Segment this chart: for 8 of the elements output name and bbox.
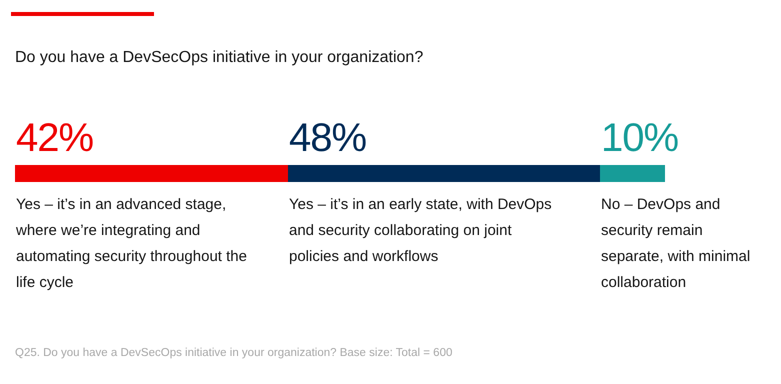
text: Q25. Do you have a DevSecOps initiative in your organization? Base size: Total = 600 <box>15 347 452 359</box>
series-label: Yes – it’s in an advanced stage, where we’re integrating and automating security throughout the life cycle <box>15 196 247 291</box>
series-label: No – DevOps and security remain separate, with minimal collaboration <box>601 196 750 291</box>
chart-title: Do you have a DevSecOps initiative in your organization? <box>15 49 424 66</box>
series-label: Yes – it’s in an early state, with DevOps and security collaborating on joint policies and workflows <box>289 196 552 265</box>
data-label: 10% <box>601 116 678 160</box>
data-label: 48% <box>289 116 366 160</box>
data-label: 42% <box>16 116 94 160</box>
